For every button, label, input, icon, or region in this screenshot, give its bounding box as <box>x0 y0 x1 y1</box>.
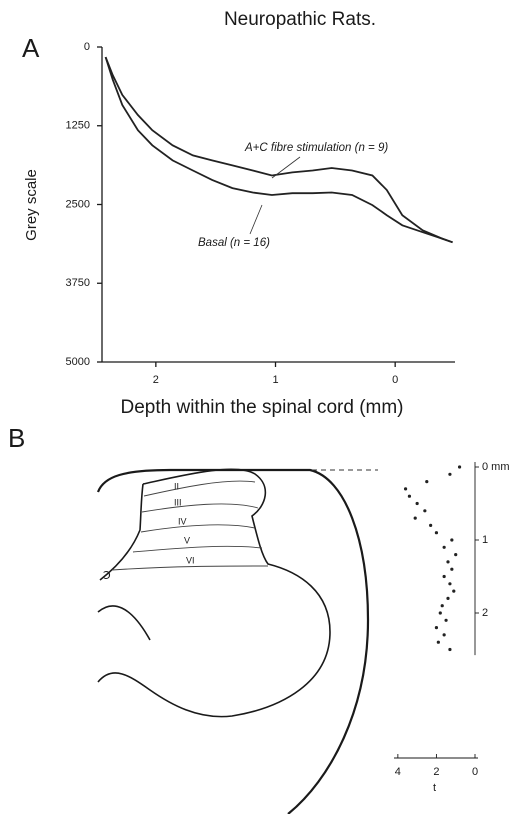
gray-matter-outline <box>97 605 151 641</box>
data-point <box>442 633 446 637</box>
line-series <box>104 56 453 244</box>
data-point <box>448 582 452 586</box>
y-tick-label: 2 <box>482 607 488 619</box>
lamina-label: IV <box>178 516 187 526</box>
leader-line <box>271 156 301 179</box>
y-tick-label: 2500 <box>66 198 90 210</box>
gray-matter-outline <box>97 468 331 718</box>
data-point <box>438 611 442 615</box>
lamina-label: VI <box>186 555 195 565</box>
y-tick-label: 3750 <box>66 277 90 289</box>
x-axis-label: t <box>433 782 436 794</box>
lamina-label: II <box>174 481 179 491</box>
data-point <box>434 626 439 630</box>
panel-label: A <box>22 33 40 63</box>
data-point <box>454 553 458 557</box>
central-canal: Ↄ <box>103 570 111 582</box>
panel-label: B <box>8 423 25 453</box>
gray-matter-outline <box>99 483 144 581</box>
x-tick-label: 0 <box>472 766 478 778</box>
data-point <box>444 618 448 622</box>
data-point <box>442 545 446 549</box>
x-tick-label: 2 <box>153 374 159 386</box>
x-tick-label: 0 <box>392 374 398 386</box>
data-point <box>407 494 412 498</box>
y-tick-label: 0 mm <box>482 461 510 473</box>
data-point <box>403 487 408 491</box>
cord-outline <box>96 468 370 814</box>
y-tick-label: 0 <box>84 41 90 53</box>
x-tick-label: 2 <box>433 766 439 778</box>
x-axis-label: Depth within the spinal cord (mm) <box>121 397 404 418</box>
data-point <box>423 509 427 513</box>
data-point <box>452 589 456 593</box>
data-point <box>440 604 444 608</box>
data-point <box>457 465 462 469</box>
y-tick-label: 5000 <box>66 356 90 368</box>
data-point <box>446 560 450 564</box>
x-tick-label: 1 <box>272 374 278 386</box>
data-point <box>429 523 433 528</box>
data-point <box>415 501 419 506</box>
x-tick-label: 4 <box>395 766 401 778</box>
y-tick-label: 1 <box>482 534 488 546</box>
series-label: A+C fibre stimulation (n = 9) <box>244 142 388 154</box>
data-point <box>448 647 452 652</box>
data-point <box>450 567 454 571</box>
series-label: Basal (n = 16) <box>198 237 270 249</box>
data-point <box>413 516 417 520</box>
lamina-label: V <box>184 535 190 545</box>
line-series <box>104 56 453 244</box>
data-point <box>434 531 439 535</box>
data-point <box>450 538 454 542</box>
data-point <box>436 640 440 644</box>
chart-title: Neuropathic Rats. <box>224 9 376 30</box>
data-point <box>446 596 450 601</box>
data-point <box>448 472 452 476</box>
y-tick-label: 1250 <box>66 120 90 132</box>
spinal-cord-diagram: Ↄ II III IV V VI <box>96 468 378 814</box>
leader-line <box>249 204 263 235</box>
data-point <box>442 574 446 579</box>
y-axis-label: Grey scale <box>23 169 40 241</box>
lamina-label: III <box>174 497 182 507</box>
data-point <box>425 480 429 484</box>
